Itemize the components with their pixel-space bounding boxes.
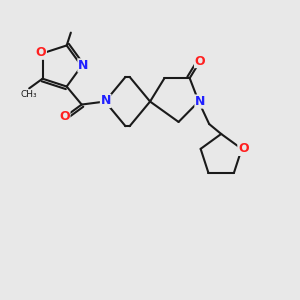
Text: N: N <box>100 94 111 107</box>
Text: O: O <box>238 142 248 155</box>
Text: CH₃: CH₃ <box>21 90 38 99</box>
Text: O: O <box>36 46 46 59</box>
Text: N: N <box>78 59 88 72</box>
Text: O: O <box>59 110 70 123</box>
Text: N: N <box>195 95 206 108</box>
Text: O: O <box>195 55 205 68</box>
